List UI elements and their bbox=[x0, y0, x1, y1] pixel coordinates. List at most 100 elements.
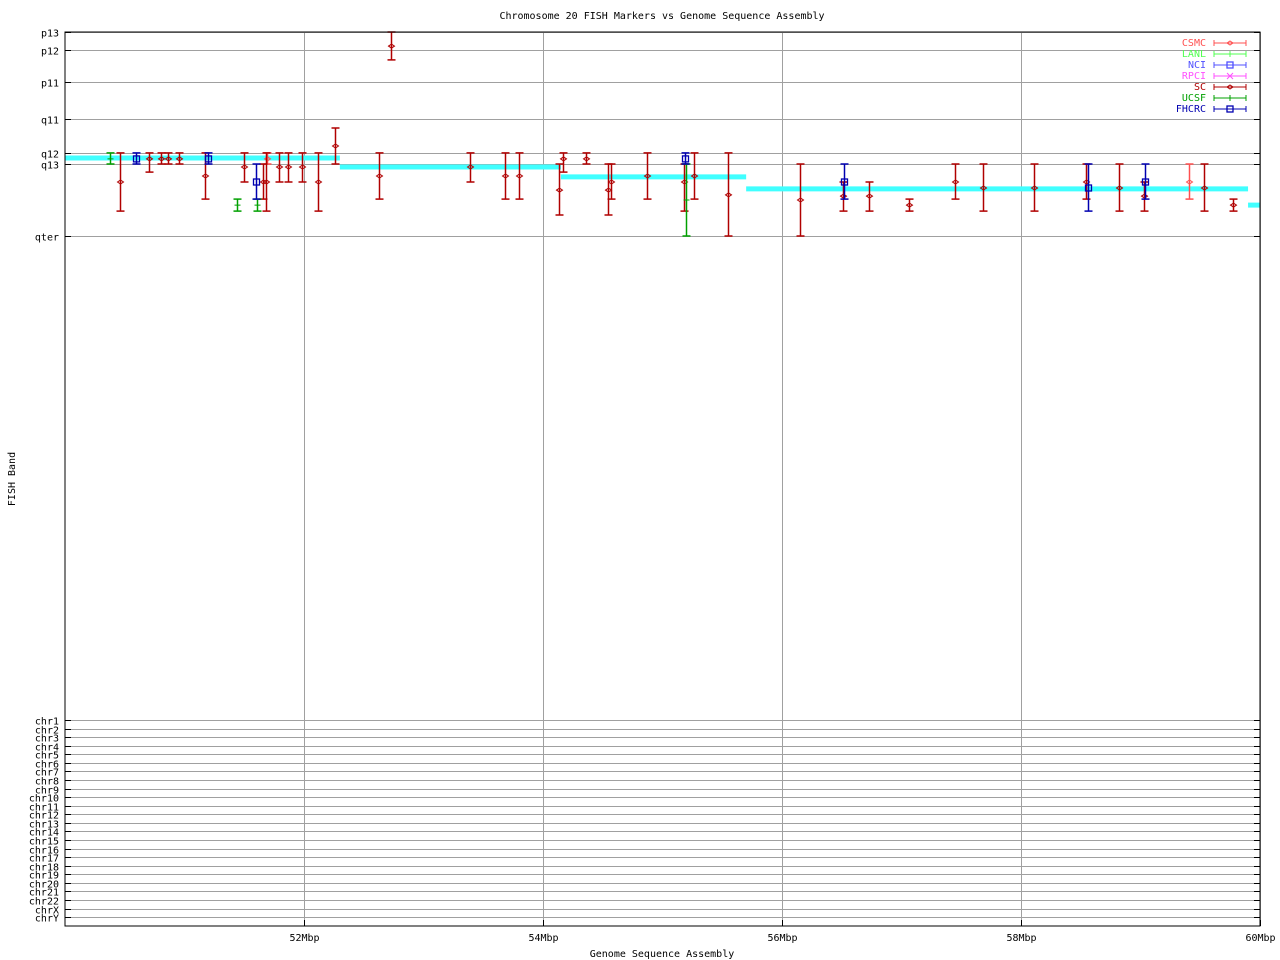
y-tick-label: chr17 bbox=[29, 854, 59, 865]
point-marker bbox=[1140, 193, 1149, 199]
y-tick-label: q13 bbox=[41, 161, 59, 172]
data-point bbox=[275, 152, 284, 183]
point-marker bbox=[501, 173, 510, 179]
legend-marker bbox=[1226, 61, 1234, 69]
point-marker bbox=[1082, 179, 1091, 185]
y-tick-label: chr6 bbox=[35, 760, 59, 771]
point-marker bbox=[680, 179, 689, 185]
legend-marker bbox=[1226, 40, 1234, 46]
y-tick-label: chr14 bbox=[29, 828, 59, 839]
y-tick-label: chrY bbox=[35, 914, 59, 925]
point-marker bbox=[607, 179, 616, 185]
x-axis-label: Genome Sequence Assembly bbox=[590, 949, 735, 960]
data-point bbox=[1082, 163, 1091, 200]
data-point bbox=[680, 163, 689, 212]
legend-entry-lanl: LANL bbox=[1182, 49, 1247, 60]
y-tick-label: q11 bbox=[41, 116, 59, 127]
assembly-line bbox=[65, 155, 1260, 208]
point-marker bbox=[107, 155, 114, 162]
point-marker bbox=[254, 202, 261, 209]
point-marker bbox=[951, 179, 960, 185]
y-axis-label: FISH Band bbox=[7, 452, 18, 506]
point-marker bbox=[839, 193, 848, 199]
point-marker bbox=[298, 164, 307, 170]
legend-marker bbox=[1227, 51, 1233, 57]
point-marker bbox=[1030, 185, 1039, 191]
plot-border bbox=[64, 31, 1261, 927]
point-marker bbox=[979, 185, 988, 191]
data-point bbox=[515, 152, 524, 200]
data-point bbox=[1030, 163, 1039, 212]
data-point bbox=[905, 198, 914, 212]
x-tick-label: 56Mbp bbox=[767, 933, 797, 944]
series-sc bbox=[116, 31, 1238, 237]
point-marker bbox=[840, 178, 849, 186]
data-point bbox=[681, 152, 690, 165]
point-marker bbox=[262, 179, 271, 185]
point-marker bbox=[204, 155, 213, 163]
point-marker bbox=[865, 193, 874, 199]
data-point bbox=[387, 31, 396, 61]
point-marker bbox=[466, 164, 475, 170]
legend-label: LANL bbox=[1182, 49, 1206, 60]
data-point bbox=[1141, 163, 1150, 200]
data-point bbox=[263, 152, 272, 165]
axis-ticks: p13p12p11q11q12q13qterchr1chr2chr3chr4ch… bbox=[29, 29, 1276, 945]
legend-label: SC bbox=[1194, 82, 1206, 93]
point-marker bbox=[683, 197, 690, 203]
point-marker bbox=[132, 155, 141, 163]
legend-entry-csmc: CSMC bbox=[1182, 38, 1247, 49]
data-point bbox=[284, 152, 293, 183]
legend-label: NCI bbox=[1188, 60, 1206, 71]
series-fhcrc bbox=[132, 152, 1150, 212]
y-tick-label: chr15 bbox=[29, 837, 59, 848]
y-tick-label: chr22 bbox=[29, 897, 59, 908]
data-point bbox=[106, 152, 115, 165]
y-tick-label: chr13 bbox=[29, 820, 59, 831]
point-marker bbox=[555, 187, 564, 193]
data-point bbox=[157, 152, 166, 165]
data-point bbox=[204, 152, 213, 165]
data-point bbox=[840, 163, 849, 200]
y-tick-label: chr2 bbox=[35, 726, 59, 737]
point-marker bbox=[1185, 179, 1194, 185]
legend-label: FHCRC bbox=[1176, 104, 1206, 115]
point-marker bbox=[201, 173, 210, 179]
y-tick-label: chr4 bbox=[35, 743, 59, 754]
data-point bbox=[865, 181, 874, 212]
point-marker bbox=[1115, 185, 1124, 191]
point-marker bbox=[582, 156, 591, 162]
legend-label: RPCI bbox=[1182, 71, 1206, 82]
data-point bbox=[132, 152, 141, 165]
data-point bbox=[298, 152, 307, 183]
data-point bbox=[175, 152, 184, 165]
legend-entry-nci: NCI bbox=[1188, 60, 1247, 71]
x-tick-label: 52Mbp bbox=[289, 933, 319, 944]
legend-marker bbox=[1226, 84, 1234, 90]
point-marker bbox=[796, 197, 805, 203]
point-marker bbox=[905, 202, 914, 208]
point-marker bbox=[559, 156, 568, 162]
data-point bbox=[262, 152, 271, 212]
y-tick-label: chr16 bbox=[29, 846, 59, 857]
legend-label: CSMC bbox=[1182, 38, 1206, 49]
data-point bbox=[1140, 181, 1149, 212]
chart-title: Chromosome 20 FISH Markers vs Genome Seq… bbox=[499, 11, 824, 22]
data-point bbox=[233, 198, 242, 212]
data-point bbox=[839, 181, 848, 212]
data-point bbox=[951, 163, 960, 200]
y-tick-label: p11 bbox=[41, 79, 59, 90]
legend-marker bbox=[1226, 72, 1234, 80]
data-point bbox=[582, 152, 591, 165]
y-tick-label: chr12 bbox=[29, 811, 59, 822]
data-points bbox=[106, 31, 1238, 237]
data-point bbox=[1084, 163, 1093, 212]
point-marker bbox=[1084, 184, 1093, 192]
y-tick-label: p12 bbox=[41, 47, 59, 58]
y-tick-label: chr9 bbox=[35, 786, 59, 797]
y-tick-label: chr19 bbox=[29, 871, 59, 882]
point-marker bbox=[1229, 202, 1238, 208]
legend-entry-rpci: RPCI bbox=[1182, 71, 1247, 82]
